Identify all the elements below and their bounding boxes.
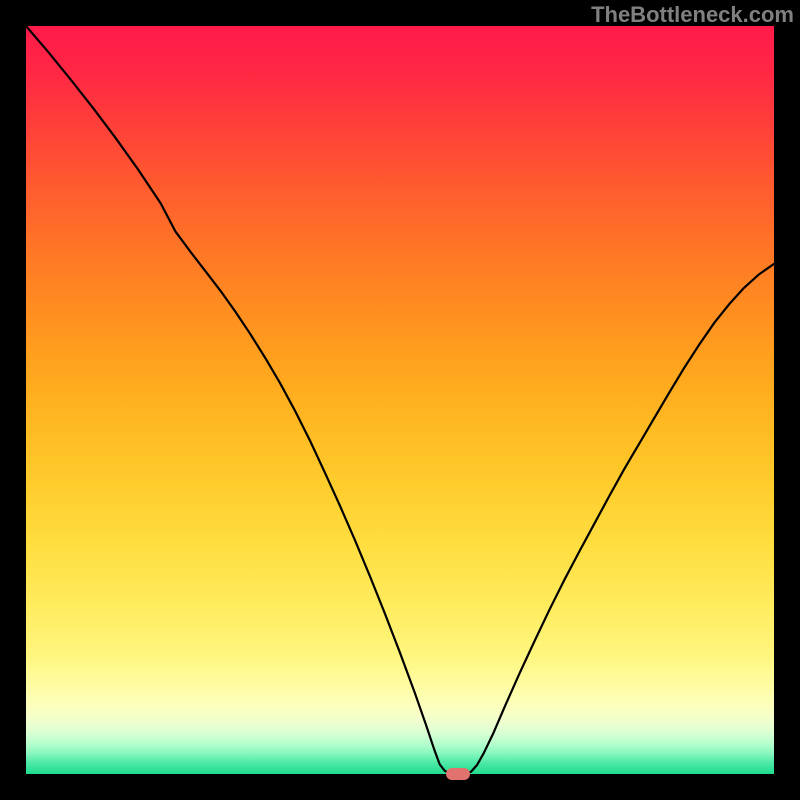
plot-area: [26, 26, 774, 774]
watermark: TheBottleneck.com: [591, 2, 794, 28]
watermark-text: TheBottleneck.com: [591, 2, 794, 27]
optimal-marker: [446, 768, 470, 779]
chart-container: { "watermark": { "text": "TheBottleneck.…: [0, 0, 800, 800]
